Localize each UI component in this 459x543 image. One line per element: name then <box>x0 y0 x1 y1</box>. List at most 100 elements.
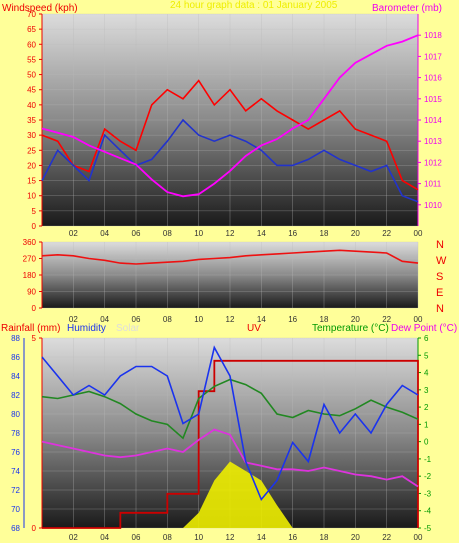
x-tick-label: 16 <box>288 229 297 238</box>
windspeed-title: Windspeed (kph) <box>2 3 78 14</box>
x-tick-label: 04 <box>100 533 109 542</box>
temperature-tick-label: -3 <box>424 489 432 498</box>
x-tick-label: 18 <box>320 533 329 542</box>
windspeed-tick-label: 30 <box>27 131 36 140</box>
windspeed-tick-label: 70 <box>27 10 36 19</box>
barometer-title: Barometer (mb) <box>372 3 442 14</box>
windspeed-tick-label: 40 <box>27 101 36 110</box>
barometer-tick-label: 1011 <box>424 180 442 189</box>
dir-label-n-top: N <box>436 239 444 251</box>
rainfall-tick-label: 5 <box>32 334 37 343</box>
uv-title: UV <box>247 323 261 334</box>
barometer-tick-label: 1016 <box>424 74 442 83</box>
x-tick-label: 08 <box>163 315 172 324</box>
x-tick-label: 10 <box>194 315 203 324</box>
humidity-tick-label: 82 <box>11 391 20 400</box>
x-tick-label: 02 <box>69 533 78 542</box>
windspeed-tick-label: 50 <box>27 71 36 80</box>
temperature-tick-label: -2 <box>424 472 432 481</box>
x-tick-label: 18 <box>320 315 329 324</box>
x-tick-label: 00 <box>414 315 423 324</box>
barometer-tick-label: 1012 <box>424 158 442 167</box>
barometer-tick-label: 1010 <box>424 201 442 210</box>
x-tick-label: 12 <box>226 315 235 324</box>
windspeed-series <box>41 79 419 191</box>
humidity-tick-label: 74 <box>11 467 20 476</box>
temperature-tick-label: 0 <box>424 438 429 447</box>
x-tick-label: 10 <box>194 533 203 542</box>
windspeed-tick-label: 15 <box>27 177 36 186</box>
x-tick-label: 22 <box>382 315 391 324</box>
humidity-series <box>41 345 419 502</box>
wind-direction-series <box>41 249 419 265</box>
x-tick-label: 10 <box>194 229 203 238</box>
x-tick-label: 06 <box>132 229 141 238</box>
temperature-tick-label: 2 <box>424 403 429 412</box>
x-tick-label: 16 <box>288 315 297 324</box>
windspeed-tick-label: 25 <box>27 146 36 155</box>
wind-average-series <box>41 118 419 203</box>
humidity-title: Humidity <box>67 323 106 334</box>
windspeed-tick-label: 65 <box>27 25 36 34</box>
dir-label-w: W <box>436 255 447 267</box>
x-tick-label: 02 <box>69 315 78 324</box>
x-tick-label: 16 <box>288 533 297 542</box>
humidity-tick-label: 70 <box>11 505 20 514</box>
windspeed-tick-label: 60 <box>27 40 36 49</box>
humidity-tick-label: 86 <box>11 353 20 362</box>
x-tick-label: 06 <box>132 315 141 324</box>
dewpoint-series <box>41 428 419 488</box>
x-tick-label: 22 <box>382 533 391 542</box>
x-tick-label: 08 <box>163 229 172 238</box>
temperature-title: Temperature (°C) <box>312 323 389 334</box>
temperature-tick-label: 4 <box>424 369 429 378</box>
rainfall-tick-label: 0 <box>32 524 37 533</box>
windspeed-tick-label: 5 <box>32 207 37 216</box>
barometer-tick-label: 1013 <box>424 137 442 146</box>
dewpoint-title: Dew Point (°C) <box>391 323 457 334</box>
barometer-tick-label: 1014 <box>424 116 442 125</box>
x-tick-label: 12 <box>226 229 235 238</box>
x-tick-label: 02 <box>69 229 78 238</box>
temperature-tick-label: 5 <box>424 351 429 360</box>
humidity-tick-label: 72 <box>11 486 20 495</box>
x-tick-label: 00 <box>414 533 423 542</box>
solar-series <box>42 461 418 528</box>
x-tick-label: 04 <box>100 229 109 238</box>
humidity-tick-label: 88 <box>11 334 20 343</box>
windspeed-tick-label: 10 <box>27 192 36 201</box>
x-tick-label: 20 <box>351 229 360 238</box>
chart-date-title: 24 hour graph data : 01 January 2005 <box>170 0 338 11</box>
barometer-tick-label: 1017 <box>424 52 442 61</box>
temperature-tick-label: -4 <box>424 507 432 516</box>
direction-tick-label: 0 <box>32 304 37 313</box>
barometer-tick-label: 1018 <box>424 31 442 40</box>
barometer-series <box>41 34 419 198</box>
direction-tick-label: 270 <box>23 255 37 264</box>
temperature-tick-label: 3 <box>424 386 429 395</box>
temperature-tick-label: -5 <box>424 524 432 533</box>
x-tick-label: 08 <box>163 533 172 542</box>
direction-tick-label: 90 <box>27 288 36 297</box>
x-tick-label: 14 <box>257 533 266 542</box>
rainfall-title: Rainfall (mm) <box>1 323 60 334</box>
direction-tick-label: 180 <box>23 271 37 280</box>
x-tick-label: 14 <box>257 315 266 324</box>
humidity-tick-label: 68 <box>11 524 20 533</box>
windspeed-tick-label: 45 <box>27 86 36 95</box>
x-tick-label: 00 <box>414 229 423 238</box>
x-tick-label: 18 <box>320 229 329 238</box>
humidity-tick-label: 80 <box>11 410 20 419</box>
barometer-tick-label: 1015 <box>424 95 442 104</box>
dir-label-n-bottom: N <box>436 303 444 315</box>
humidity-tick-label: 78 <box>11 429 20 438</box>
x-tick-label: 20 <box>351 533 360 542</box>
windspeed-tick-label: 35 <box>27 116 36 125</box>
rainfall-series <box>42 359 419 529</box>
humidity-tick-label: 76 <box>11 448 20 457</box>
x-tick-label: 22 <box>382 229 391 238</box>
dir-label-e: E <box>436 287 443 299</box>
windspeed-tick-label: 0 <box>32 222 37 231</box>
temperature-tick-label: 6 <box>424 334 429 343</box>
